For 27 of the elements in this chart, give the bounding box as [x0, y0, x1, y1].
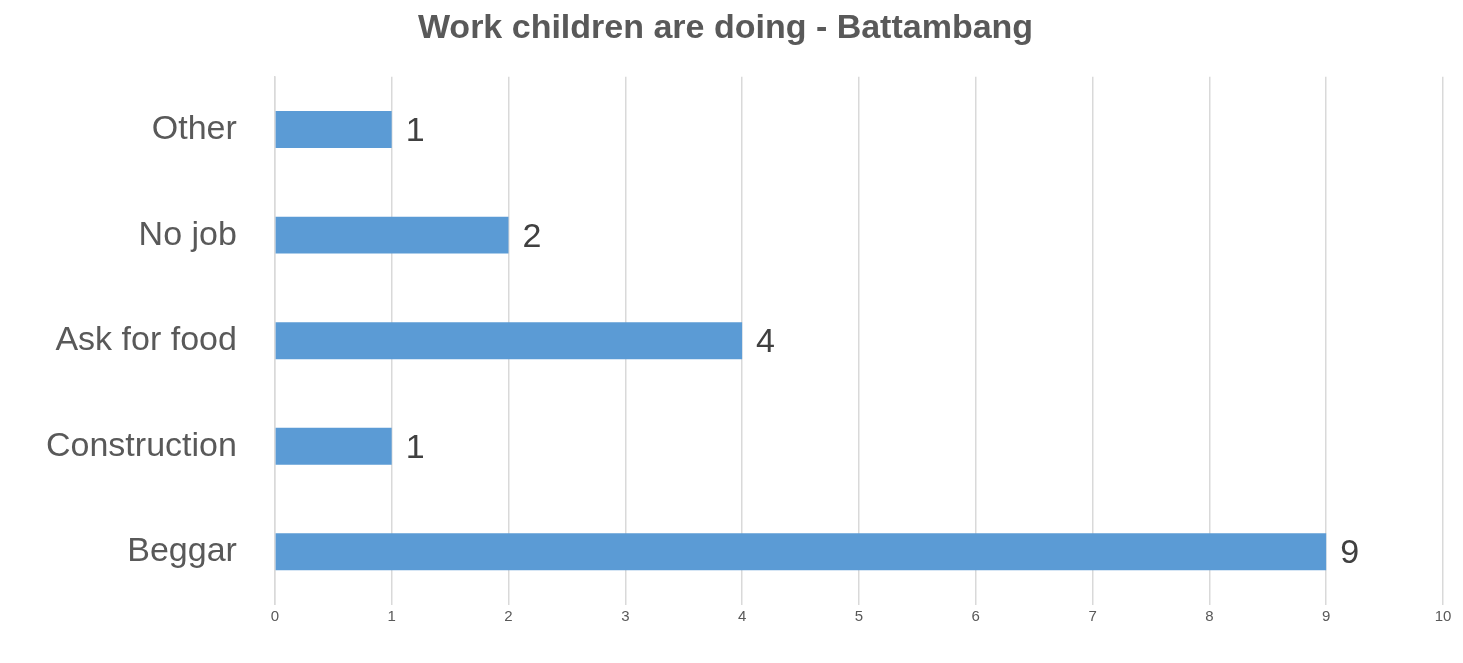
x-tick-label: 1: [387, 606, 396, 624]
chart-title: Work children are doing - Battambang: [417, 6, 1034, 45]
data-label: 1: [405, 109, 425, 148]
x-tick-label: 6: [971, 606, 980, 624]
x-tick-label: 10: [1434, 606, 1452, 624]
data-label: 9: [1340, 532, 1360, 571]
y-tick-label: Ask for food: [55, 319, 237, 358]
x-tick-label: 0: [270, 606, 280, 624]
y-tick-label: Other: [151, 107, 237, 146]
y-tick-label: No job: [138, 213, 237, 252]
x-tick-label: 9: [1322, 606, 1331, 624]
x-tick-label: 4: [737, 606, 747, 624]
x-tick-label: 5: [854, 606, 864, 624]
data-label: 2: [522, 215, 542, 254]
data-label: 4: [756, 321, 776, 360]
bar: [275, 111, 392, 149]
x-tick-label: 3: [621, 606, 630, 624]
x-tick-label: 7: [1088, 606, 1097, 624]
bar: [275, 216, 509, 254]
bar: [275, 427, 392, 465]
bar: [275, 322, 743, 360]
y-tick-label: Beggar: [127, 530, 237, 569]
x-tick-label: 8: [1205, 606, 1214, 624]
bar: [275, 533, 1327, 571]
y-tick-label: Construction: [45, 424, 237, 463]
data-label: 1: [405, 426, 425, 465]
x-tick-label: 2: [504, 606, 513, 624]
